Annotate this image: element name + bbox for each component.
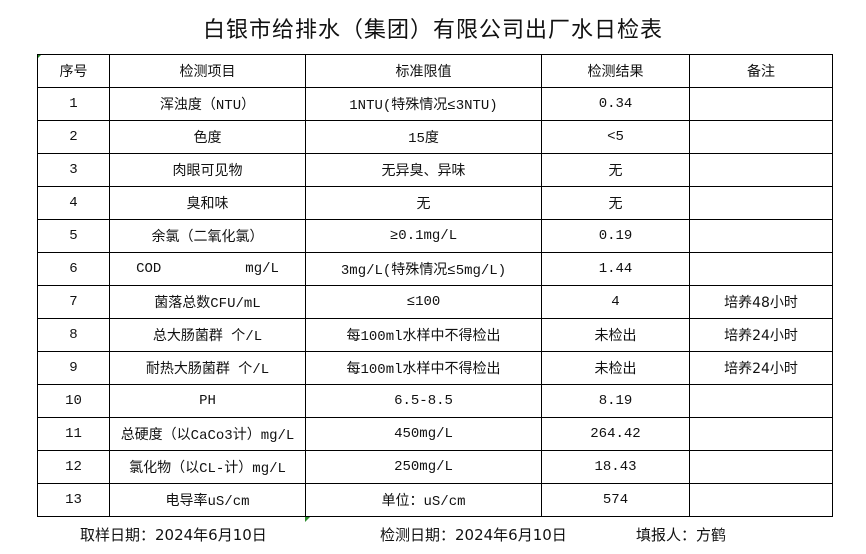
cell-result: 未检出 xyxy=(541,318,690,352)
table-header-row: 序号 检测项目 标准限值 检测结果 备注 xyxy=(37,54,833,88)
cell-limit: ≥0.1mg/L xyxy=(305,219,542,253)
cell-result: 1.44 xyxy=(541,252,690,286)
cell-no: 2 xyxy=(37,120,110,154)
cell-limit: 15度 xyxy=(305,120,542,154)
cell-item: 肉眼可见物 xyxy=(109,153,306,187)
cell-note xyxy=(689,219,833,253)
cell-item: 耐热大肠菌群 个/L xyxy=(109,351,306,385)
test-date: 检测日期：2024年6月10日 xyxy=(380,526,567,544)
cell-item: PH xyxy=(109,384,306,418)
table-row: 9 耐热大肠菌群 个/L 每100ml水样中不得检出 未检出 培养24小时 xyxy=(37,351,833,385)
table-row: 11 总硬度（以CaCo3计）mg/L 450mg/L 264.42 xyxy=(37,417,833,451)
table-row: 6 COD mg/L 3mg/L(特殊情况≤5mg/L) 1.44 xyxy=(37,252,833,286)
cell-no: 12 xyxy=(37,450,110,484)
cell-no: 8 xyxy=(37,318,110,352)
cell-limit: 每100ml水样中不得检出 xyxy=(305,351,542,385)
cell-note xyxy=(689,120,833,154)
cell-result: 无 xyxy=(541,153,690,187)
cell-item: 浑浊度（NTU） xyxy=(109,87,306,121)
cell-item: 电导率uS/cm xyxy=(109,483,306,517)
cell-item: 余氯（二氧化氯） xyxy=(109,219,306,253)
table-row: 8 总大肠菌群 个/L 每100ml水样中不得检出 未检出 培养24小时 xyxy=(37,318,833,352)
cell-item: 色度 xyxy=(109,120,306,154)
header-item: 检测项目 xyxy=(109,54,306,88)
inspection-table: 序号 检测项目 标准限值 检测结果 备注 1 浑浊度（NTU） 1NTU(特殊情况≤… xyxy=(37,54,833,517)
cell-no: 1 xyxy=(37,87,110,121)
cell-limit: 1NTU(特殊情况≤3NTU) xyxy=(305,87,542,121)
cell-note: 培养24小时 xyxy=(689,351,833,385)
cell-note xyxy=(689,87,833,121)
cell-result: 8.19 xyxy=(541,384,690,418)
cell-note xyxy=(689,450,833,484)
cell-no: 13 xyxy=(37,483,110,517)
cell-no: 7 xyxy=(37,285,110,319)
cell-item: 总硬度（以CaCo3计）mg/L xyxy=(109,417,306,451)
cell-note xyxy=(689,384,833,418)
cell-result: 574 xyxy=(541,483,690,517)
cell-item: 菌落总数CFU/mL xyxy=(109,285,306,319)
cell-limit: ≤100 xyxy=(305,285,542,319)
table-row: 12 氯化物（以CL-计）mg/L 250mg/L 18.43 xyxy=(37,450,833,484)
cell-note xyxy=(689,417,833,451)
table-row: 5 余氯（二氧化氯） ≥0.1mg/L 0.19 xyxy=(37,219,833,253)
cell-item: 总大肠菌群 个/L xyxy=(109,318,306,352)
reporter: 填报人：方鹤 xyxy=(636,526,727,544)
cell-note: 培养24小时 xyxy=(689,318,833,352)
table-row: 7 菌落总数CFU/mL ≤100 4 培养48小时 xyxy=(37,285,833,319)
cell-limit: 6.5-8.5 xyxy=(305,384,542,418)
table-row: 13 电导率uS/cm 单位：uS/cm 574 xyxy=(37,483,833,517)
cell-note xyxy=(689,483,833,517)
cell-item: 臭和味 xyxy=(109,186,306,220)
cell-note xyxy=(689,252,833,286)
cell-result: 18.43 xyxy=(541,450,690,484)
cell-limit: 无异臭、异味 xyxy=(305,153,542,187)
cell-no: 4 xyxy=(37,186,110,220)
cell-marker xyxy=(305,517,310,522)
cell-result: 4 xyxy=(541,285,690,319)
cell-item: COD mg/L xyxy=(109,252,306,286)
cell-no: 11 xyxy=(37,417,110,451)
table-row: 4 臭和味无无 xyxy=(37,186,833,220)
sample-date: 取样日期：2024年6月10日 xyxy=(80,526,267,544)
table-row: 3 肉眼可见物 无异臭、异味无 xyxy=(37,153,833,187)
cell-no: 9 xyxy=(37,351,110,385)
cell-note: 培养48小时 xyxy=(689,285,833,319)
cell-limit: 每100ml水样中不得检出 xyxy=(305,318,542,352)
header-limit: 标准限值 xyxy=(305,54,542,88)
cell-limit: 单位：uS/cm xyxy=(305,483,542,517)
cell-limit: 450mg/L xyxy=(305,417,542,451)
header-no: 序号 xyxy=(37,54,110,88)
cell-no: 6 xyxy=(37,252,110,286)
cell-item: 氯化物（以CL-计）mg/L xyxy=(109,450,306,484)
cell-limit: 无 xyxy=(305,186,542,220)
cell-result: 0.34 xyxy=(541,87,690,121)
cell-no: 10 xyxy=(37,384,110,418)
cell-result: 未检出 xyxy=(541,351,690,385)
cell-result: <5 xyxy=(541,120,690,154)
cell-result: 0.19 xyxy=(541,219,690,253)
cell-note xyxy=(689,153,833,187)
cell-result: 无 xyxy=(541,186,690,220)
cell-result: 264.42 xyxy=(541,417,690,451)
table-row: 10 PH 6.5-8.5 8.19 xyxy=(37,384,833,418)
cell-no: 3 xyxy=(37,153,110,187)
cell-no: 5 xyxy=(37,219,110,253)
page-title: 白银市给排水（集团）有限公司出厂水日检表 xyxy=(202,18,663,43)
table-row: 2 色度 15度 <5 xyxy=(37,120,833,154)
header-result: 检测结果 xyxy=(541,54,690,88)
cell-limit: 250mg/L xyxy=(305,450,542,484)
table-row: 1 浑浊度（NTU） 1NTU(特殊情况≤3NTU) 0.34 xyxy=(37,87,833,121)
cell-note xyxy=(689,186,833,220)
cell-limit: 3mg/L(特殊情况≤5mg/L) xyxy=(305,252,542,286)
header-note: 备注 xyxy=(689,54,833,88)
